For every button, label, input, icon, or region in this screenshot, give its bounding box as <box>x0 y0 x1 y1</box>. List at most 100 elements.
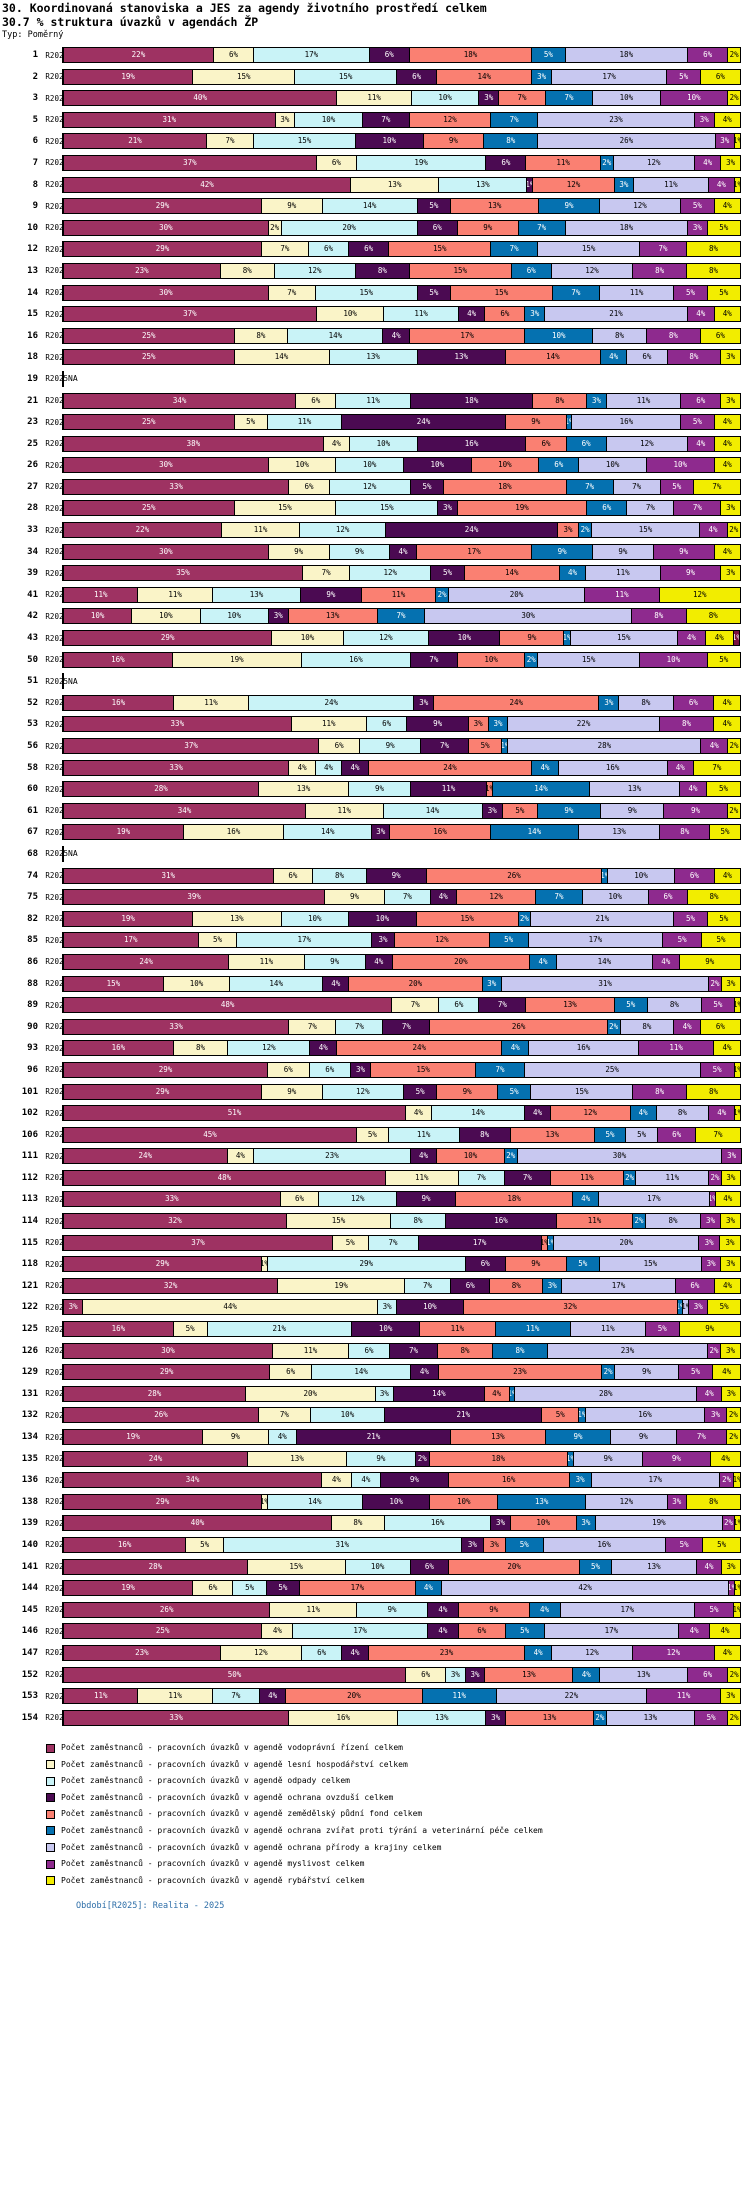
legend-item[interactable]: Počet zaměstnanců - pracovních úvazků v … <box>46 1823 750 1840</box>
bar-segment[interactable]: 6% <box>295 392 337 409</box>
bar-segment[interactable]: 8% <box>686 1083 741 1100</box>
bar-segment[interactable]: 4% <box>676 630 706 647</box>
bar-segment[interactable]: 2% <box>727 90 741 107</box>
bar-segment[interactable]: 19% <box>63 910 194 927</box>
bar-segment[interactable]: 21% <box>296 1429 451 1445</box>
legend-item[interactable]: Počet zaměstnanců - pracovních úvazků v … <box>46 1839 750 1856</box>
bar-segment[interactable]: 5% <box>579 1558 613 1575</box>
bar-segment[interactable]: 16% <box>288 1709 399 1726</box>
bar-segment[interactable]: 3% <box>481 802 504 819</box>
bar-segment[interactable]: 9% <box>456 219 519 236</box>
bar-segment[interactable]: 4% <box>529 953 557 970</box>
bar-segment[interactable]: 9% <box>358 738 422 754</box>
bar-segment[interactable]: 3% <box>274 111 296 128</box>
bar-segment[interactable]: 2% <box>719 1472 735 1489</box>
row-bar[interactable]: 30% 11% 6% 7% 8% 8% 23% 2% 3% <box>62 1342 750 1359</box>
bar-segment[interactable]: 2% <box>524 651 539 668</box>
bar-segment[interactable]: 13% <box>497 1493 587 1510</box>
bar-segment[interactable]: 34% <box>63 1472 323 1489</box>
bar-segment[interactable]: 11% <box>383 306 459 323</box>
bar-segment[interactable]: 29% <box>266 1256 466 1273</box>
row-bar[interactable]: NA <box>62 673 750 690</box>
bar-segment[interactable]: 7% <box>267 284 316 301</box>
bar-segment[interactable]: 6% <box>348 241 390 258</box>
bar-segment[interactable]: 2% <box>727 47 741 63</box>
bar-segment[interactable]: 11% <box>419 1321 496 1338</box>
row-bar[interactable]: 22% 11% 12% 24% 3% 2% 15% 4% 2% <box>62 522 750 539</box>
bar-segment[interactable]: 7% <box>626 500 675 517</box>
bar-segment[interactable]: 33% <box>63 478 290 495</box>
bar-segment[interactable]: 17% <box>559 1601 696 1618</box>
bar-segment[interactable]: 8% <box>458 1126 511 1143</box>
bar-segment[interactable]: 17% <box>408 327 526 344</box>
bar-segment[interactable]: 9% <box>610 1429 677 1445</box>
bar-segment[interactable]: 15% <box>415 910 519 927</box>
bar-segment[interactable]: 19% <box>355 154 487 171</box>
bar-segment[interactable]: 9% <box>267 543 330 560</box>
bar-segment[interactable]: 10% <box>294 111 363 128</box>
row-bar[interactable]: 25%5%11%24%9%1%16%5%4% <box>62 414 750 431</box>
bar-segment[interactable]: 2% <box>727 738 741 754</box>
bar-segment[interactable]: 9% <box>536 802 602 819</box>
bar-segment[interactable]: 17% <box>236 932 373 949</box>
bar-segment[interactable]: 9% <box>544 1429 612 1445</box>
bar-segment[interactable]: 9% <box>641 1450 712 1467</box>
bar-segment[interactable]: 1% <box>732 630 740 647</box>
row-bar[interactable]: NA <box>62 370 750 387</box>
row-bar[interactable]: 45% 5% 11% 8% 13% 5% 5% 6% 7% <box>62 1126 750 1143</box>
bar-segment[interactable]: 8% <box>685 608 741 625</box>
row-bar[interactable]: 21%7%15%10%9%8%26%3%1% <box>62 133 750 150</box>
bar-segment[interactable]: 3% <box>460 1536 484 1553</box>
bar-segment[interactable]: 6% <box>538 457 580 474</box>
row-bar[interactable]: 33% 4% 4% 4% 24% 4% 16% 4% 7% <box>62 759 750 776</box>
legend-item[interactable]: Počet zaměstnanců - pracovních úvazků v … <box>46 1872 750 1889</box>
bar-segment[interactable]: 10% <box>280 910 350 927</box>
bar-segment[interactable]: 3% <box>720 1256 741 1273</box>
bar-segment[interactable]: 14% <box>436 68 533 85</box>
row-bar[interactable]: 33% 6% 12% 5% 18% 7% 7% 5% 7% <box>62 478 750 495</box>
bar-segment[interactable]: 30% <box>63 1342 273 1359</box>
row-bar[interactable]: 24%13%9%2%18%1%9%9%4% <box>62 1450 750 1467</box>
bar-segment[interactable]: 26% <box>537 133 716 150</box>
bar-segment[interactable]: 11% <box>384 1169 459 1186</box>
bar-segment[interactable]: 4% <box>651 953 680 970</box>
bar-segment[interactable]: 16% <box>63 694 174 711</box>
bar-segment[interactable]: 3% <box>467 716 489 733</box>
bar-segment[interactable]: 4% <box>695 1558 723 1575</box>
bar-segment[interactable]: 4% <box>678 1623 711 1640</box>
bar-segment[interactable]: 12% <box>605 435 689 452</box>
bar-segment[interactable]: 15% <box>253 133 356 150</box>
bar-segment[interactable]: 15% <box>591 522 700 539</box>
row-bar[interactable]: 42%13%13%1%12%3%11%4%1% <box>62 176 750 193</box>
bar-segment[interactable]: 2% <box>727 1666 741 1683</box>
bar-segment[interactable]: 6% <box>269 1364 313 1381</box>
bar-segment[interactable]: 34% <box>63 802 306 819</box>
bar-segment[interactable]: 19% <box>277 1277 405 1294</box>
bar-segment[interactable]: 12% <box>585 1493 668 1510</box>
bar-segment[interactable]: 31% <box>500 975 710 992</box>
bar-segment[interactable]: 9% <box>303 953 366 970</box>
bar-segment[interactable]: 11% <box>410 781 487 798</box>
row-bar[interactable]: 29% 9% 12% 5% 9% 5% 15% 8% 8% <box>62 1083 750 1100</box>
bar-segment[interactable]: 6% <box>525 435 567 452</box>
bar-segment[interactable]: 15% <box>530 1083 634 1100</box>
bar-segment[interactable]: 12% <box>550 1644 634 1661</box>
bar-segment[interactable]: 21% <box>384 1407 543 1424</box>
bar-segment[interactable]: 7% <box>211 1688 260 1705</box>
bar-segment[interactable]: 6% <box>318 738 360 754</box>
bar-segment[interactable]: 32% <box>462 1299 678 1316</box>
bar-segment[interactable]: 11% <box>336 90 412 107</box>
bar-segment[interactable]: 3% <box>720 1213 741 1230</box>
bar-segment[interactable]: 11% <box>137 586 213 603</box>
bar-segment[interactable]: 16% <box>447 1472 570 1489</box>
bar-segment[interactable]: 6% <box>699 327 741 344</box>
bar-segment[interactable]: 23% <box>367 1644 526 1661</box>
bar-segment[interactable]: 5% <box>233 414 268 431</box>
bar-segment[interactable]: 4% <box>531 759 559 776</box>
bar-segment[interactable]: 3% <box>698 1234 721 1251</box>
bar-segment[interactable]: 3% <box>720 349 741 366</box>
bar-segment[interactable]: 12% <box>273 262 356 279</box>
bar-segment[interactable]: 10% <box>271 630 344 647</box>
bar-segment[interactable]: 11% <box>585 565 661 582</box>
row-bar[interactable]: 30% 9% 9% 4% 17% 9% 9% 9% 4% <box>62 543 750 560</box>
